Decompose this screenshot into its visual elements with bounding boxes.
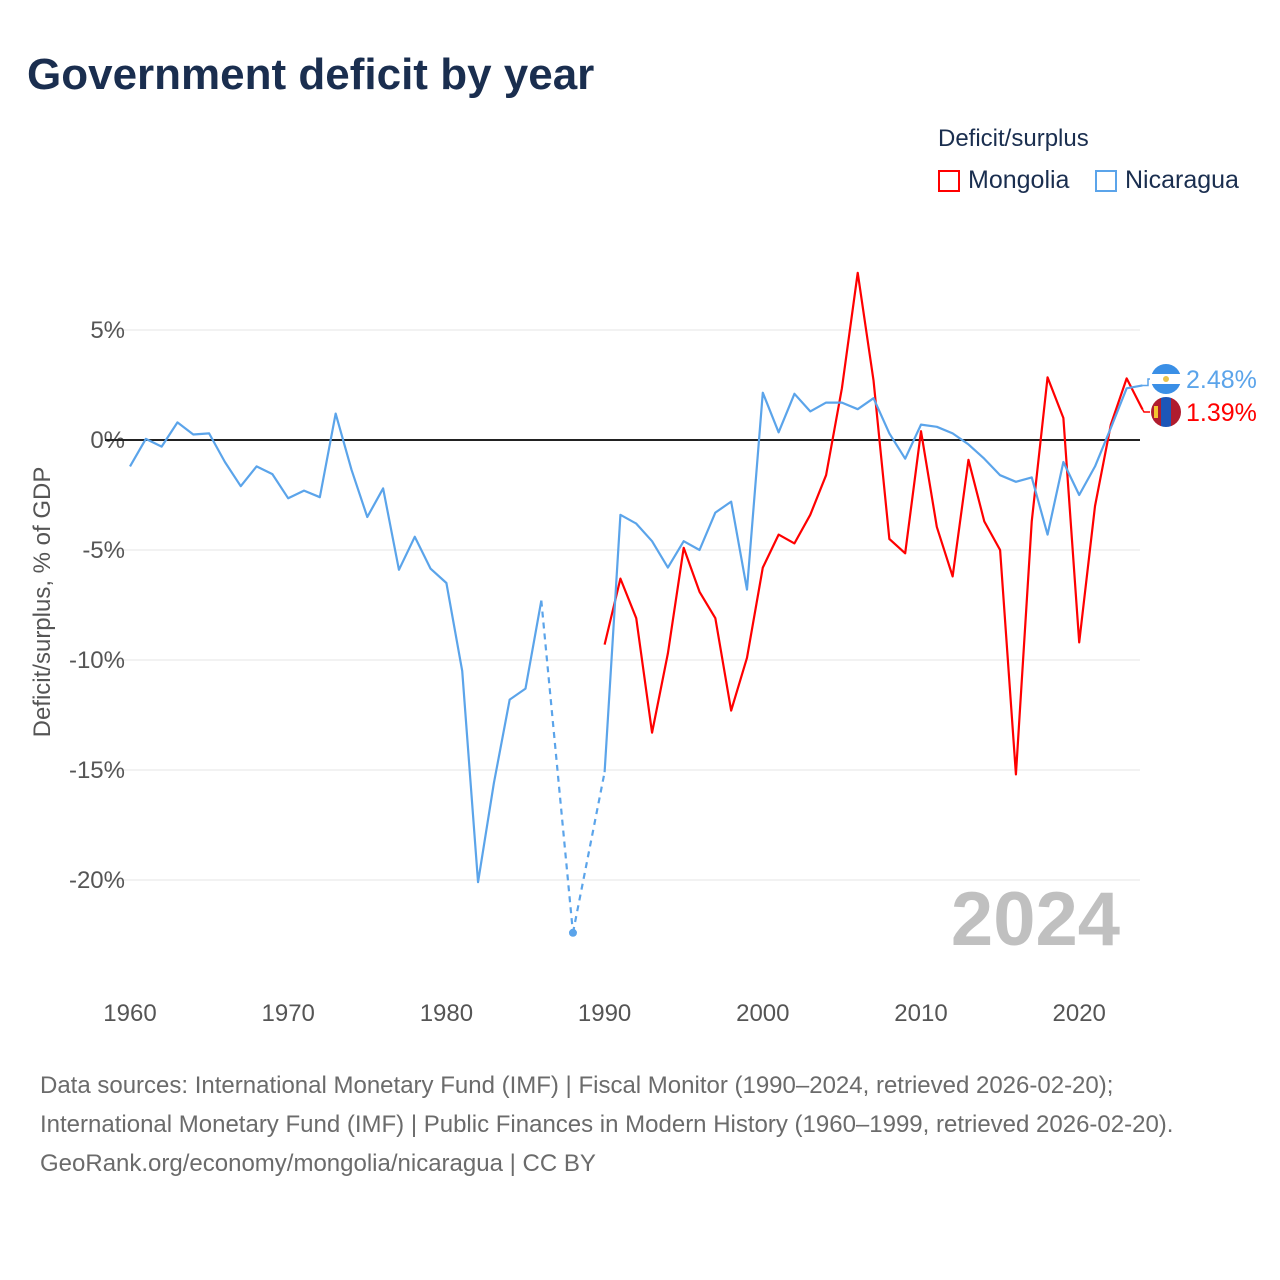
series-line-nicaragua bbox=[129, 412, 543, 884]
chart-title: Government deficit by year bbox=[27, 50, 595, 99]
legend-label-mongolia: Mongolia bbox=[968, 166, 1070, 194]
x-tick-label: 2010 bbox=[894, 1000, 947, 1027]
end-label-nicaragua: 2.48% bbox=[1186, 366, 1257, 394]
flag-stripe bbox=[1161, 397, 1171, 427]
y-tick-label: -20% bbox=[69, 867, 125, 894]
series-line-mongolia bbox=[603, 271, 1144, 776]
chart-plot: 5%0%-5%-10%-15%-20%1960 1970 1980 1990 2000 2… bbox=[29, 271, 1257, 1027]
mongolia-flag-icon bbox=[1151, 397, 1181, 427]
x-tick-label: 1980 bbox=[420, 1000, 473, 1027]
flag-soyombo bbox=[1154, 406, 1158, 418]
flag-stripe bbox=[1171, 397, 1181, 427]
x-tick-label: 1960 bbox=[103, 1000, 156, 1027]
end-label-mongolia: 1.39% bbox=[1186, 399, 1257, 427]
data-sources: Data sources: International Monetary Fun… bbox=[40, 1072, 1174, 1138]
x-tick-label: 1970 bbox=[262, 1000, 315, 1027]
y-tick-label: -15% bbox=[69, 757, 125, 784]
leader-line-nicaragua bbox=[1142, 378, 1150, 387]
leader-line-mongolia bbox=[1141, 409, 1150, 413]
x-tick-label: 2000 bbox=[736, 1000, 789, 1027]
legend-item-mongolia[interactable]: Mongolia bbox=[938, 166, 1069, 195]
series-gap-dashed-nicaragua bbox=[540, 600, 575, 933]
y-tick-label: -5% bbox=[82, 537, 125, 564]
y-axis-label: Deficit/surplus, % of GDP bbox=[29, 467, 56, 738]
flag-stripe bbox=[1151, 364, 1181, 374]
flag-stripe bbox=[1151, 384, 1181, 394]
year-watermark: 2024 bbox=[951, 877, 1120, 962]
y-tick-label: -10% bbox=[69, 647, 125, 674]
footer: Data sources: International Monetary Fun… bbox=[40, 1066, 1240, 1183]
legend-title: Deficit/surplus bbox=[938, 125, 1089, 152]
y-tick-label: 5% bbox=[90, 317, 125, 344]
legend-swatch-nicaragua bbox=[1095, 169, 1117, 192]
legend-label-nicaragua: Nicaragua bbox=[1125, 166, 1239, 194]
x-tick-label: 2020 bbox=[1053, 1000, 1106, 1027]
nicaragua-flag-icon bbox=[1151, 364, 1181, 394]
legend-swatch-mongolia bbox=[938, 169, 960, 192]
credit-link[interactable]: GeoRank.org/economy/mongolia/nicaragua |… bbox=[40, 1150, 596, 1177]
legend-item-nicaragua[interactable]: Nicaragua bbox=[1095, 166, 1239, 195]
flag-emblem bbox=[1163, 376, 1169, 382]
x-tick-label: 1990 bbox=[578, 1000, 631, 1027]
series-line-nicaragua bbox=[603, 384, 1143, 773]
series-gap-dashed-nicaragua bbox=[571, 771, 606, 934]
